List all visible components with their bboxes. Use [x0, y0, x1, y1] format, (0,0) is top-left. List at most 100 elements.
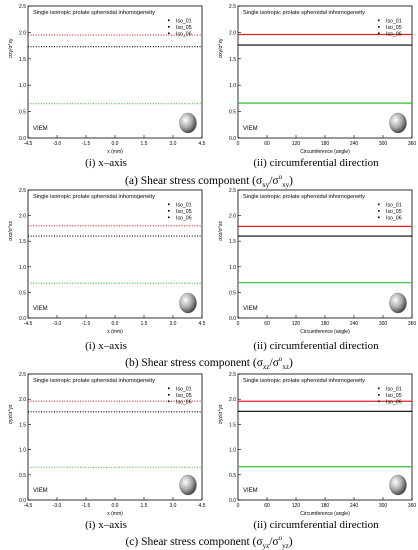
legend-label: Iso_05	[176, 209, 192, 215]
x-tick-label: 0.0	[112, 321, 119, 327]
chart-a-xaxis: 0.0 0.5 1.0 1.5 2.0 2.5 -4.5 -3.0 -1.5 0.0 1.5 3.0 4…	[4, 2, 208, 158]
x-tick-label: 300	[379, 503, 388, 509]
x-tick-label: 240	[350, 321, 359, 327]
y-tick-label: 2.5	[229, 372, 236, 378]
x-tick-label: -4.5	[24, 321, 33, 327]
x-tick-label: 120	[292, 321, 301, 327]
y-tick-label: 2.5	[19, 188, 26, 194]
legend-marker	[378, 26, 380, 28]
legend-label: Iso_06	[386, 32, 402, 38]
legend-label: Iso_01	[176, 387, 192, 393]
chart-svg: 0.0 0.5 1.0 1.5 2.0 2.5 0 60 120 180 240 300 360 Circ…	[218, 4, 416, 155]
chart-title: Single isotropic prolate spheroidal inho…	[243, 378, 365, 384]
spheroid-icon	[179, 112, 197, 134]
chart-title: Single isotropic prolate spheroidal inho…	[243, 10, 365, 16]
caption-b: (b) Shear stress component (σxz/σoxz)	[125, 355, 293, 372]
x-axis-label: Circumference (angle)	[300, 149, 350, 155]
spheroid-icon	[179, 474, 197, 496]
y-tick-label: 2.0	[229, 397, 236, 403]
x-tick-label: -4.5	[24, 141, 33, 147]
legend-marker	[168, 216, 170, 219]
y-tick-label: 0.0	[229, 498, 236, 504]
chart-svg: 0.0 0.5 1.0 1.5 2.0 2.5 -4.5 -3.0 -1.5 0.0 1.5 3.0 4…	[8, 188, 206, 335]
y-tick-label: 0.0	[19, 498, 26, 504]
y-tick-label: 0.0	[19, 136, 26, 142]
x-tick-label: 1.5	[141, 503, 148, 509]
subcaption-c-left: (i) x–axis	[85, 519, 127, 531]
y-tick-label: 1.5	[19, 239, 26, 245]
method-annotation: VIEM	[33, 126, 48, 132]
x-tick-label: 3.0	[170, 503, 177, 509]
subcaption-a-left: (i) x–axis	[85, 157, 127, 169]
x-tick-label: 60	[264, 141, 270, 147]
chart-title: Single isotropic prolate spheroidal inho…	[33, 10, 155, 16]
legend-marker	[378, 394, 380, 396]
x-tick-label: 0	[237, 141, 240, 147]
legend-label: Iso_05	[386, 209, 402, 215]
subcaption-b-left: (i) x–axis	[85, 340, 127, 352]
plot-frame	[237, 373, 413, 501]
chart-b-xaxis: 0.0 0.5 1.0 1.5 2.0 2.5 -4.5 -3.0 -1.5 0.0 1.5 3.0 4…	[4, 186, 208, 338]
x-axis-label: x (mm)	[107, 511, 123, 517]
spheroid-icon	[389, 112, 407, 134]
subcaption-c-right: (ii) circumferential direction	[253, 519, 379, 531]
y-tick-label: 1.5	[19, 57, 26, 63]
x-tick-label: 0.0	[112, 141, 119, 147]
x-tick-label: 0.0	[112, 503, 119, 509]
legend-marker	[168, 26, 170, 28]
legend-label: Iso_01	[386, 203, 402, 209]
y-axis-label: σxz/σ°xz	[8, 221, 14, 241]
legend-marker	[378, 387, 380, 390]
legend-label: Iso_01	[176, 203, 192, 209]
spheroid-icon	[389, 292, 407, 314]
subcaption-a-right: (ii) circumferential direction	[253, 157, 379, 169]
method-annotation: VIEM	[243, 488, 258, 494]
y-tick-label: 1.0	[229, 265, 236, 271]
y-tick-label: 1.0	[19, 448, 26, 454]
x-tick-label: 0	[237, 503, 240, 509]
y-tick-label: 2.5	[19, 372, 26, 378]
y-axis-label: σxz/σ°xz	[218, 221, 224, 241]
method-annotation: VIEM	[243, 126, 258, 132]
y-tick-label: 0.5	[229, 473, 236, 479]
legend-label: Iso_01	[386, 387, 402, 393]
x-tick-label: 360	[408, 321, 417, 327]
legend-label: Iso_01	[176, 19, 192, 25]
chart-a-circumferential: 0.0 0.5 1.0 1.5 2.0 2.5 0 60 120 180 240 300 360 Circ…	[214, 2, 418, 158]
y-tick-label: 0.0	[19, 316, 26, 322]
x-tick-label: 1.5	[141, 141, 148, 147]
chart-title: Single isotropic prolate spheroidal inho…	[33, 378, 155, 384]
x-tick-label: 240	[350, 141, 359, 147]
x-tick-label: 300	[379, 141, 388, 147]
legend-label: Iso_06	[176, 32, 192, 38]
y-tick-label: 1.5	[19, 422, 26, 428]
y-tick-label: 2.5	[229, 188, 236, 194]
chart-title: Single isotropic prolate spheroidal inho…	[33, 194, 155, 200]
x-axis-label: Circumference (angle)	[300, 511, 350, 517]
chart-b-circumferential: 0.0 0.5 1.0 1.5 2.0 2.5 0 60 120 180 240 300 360 Circ…	[214, 186, 418, 338]
caption-c: (c) Shear stress component (σyz/σoyz)	[125, 534, 293, 550]
legend-marker	[378, 210, 380, 212]
x-tick-label: -1.5	[82, 141, 91, 147]
spheroid-icon	[389, 474, 407, 496]
subcaption-b-right: (ii) circumferential direction	[253, 340, 379, 352]
legend-label: Iso_05	[386, 25, 402, 31]
legend-marker	[378, 32, 380, 35]
x-tick-label: 4.5	[199, 503, 206, 509]
x-tick-label: 240	[350, 503, 359, 509]
y-tick-label: 0.5	[19, 110, 26, 116]
x-tick-label: 180	[321, 321, 330, 327]
y-tick-label: 1.5	[229, 239, 236, 245]
legend-marker	[378, 216, 380, 219]
y-axis-label: σyz/σ°yz	[218, 404, 224, 424]
x-axis-label: x (mm)	[107, 149, 123, 155]
y-tick-label: 2.0	[19, 397, 26, 403]
y-tick-label: 2.0	[229, 214, 236, 220]
x-tick-label: -3.0	[53, 503, 62, 509]
y-tick-label: 1.0	[229, 448, 236, 454]
x-tick-label: 360	[408, 503, 417, 509]
y-tick-label: 0.5	[229, 110, 236, 116]
chart-c-circumferential: 0.0 0.5 1.0 1.5 2.0 2.5 0 60 120 180 240 300 360 Circ…	[214, 370, 418, 520]
legend-marker	[168, 32, 170, 35]
y-tick-label: 1.5	[229, 422, 236, 428]
